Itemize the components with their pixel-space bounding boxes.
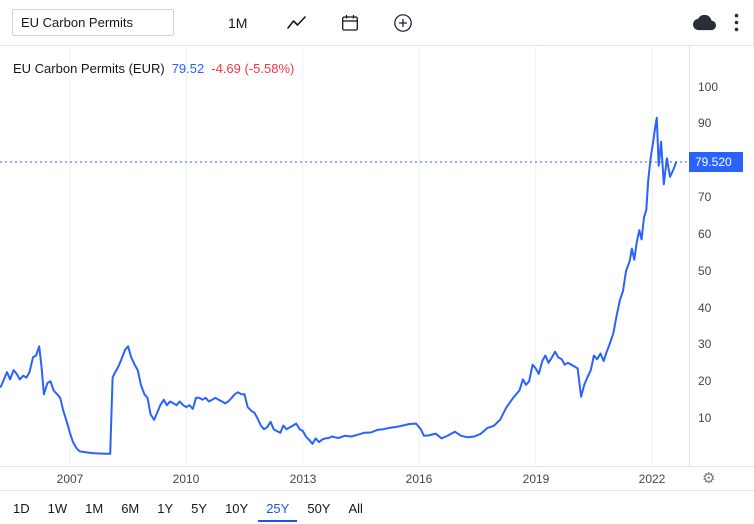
time-axis-label: 2013	[289, 472, 317, 486]
price-line-series	[0, 116, 678, 455]
interval-button[interactable]: 1M	[220, 11, 255, 35]
legend-symbol-title: EU Carbon Permits (EUR)	[13, 61, 165, 76]
price-axis-label: 10	[698, 411, 712, 425]
legend-last-price: 79.52	[171, 61, 205, 76]
price-chart-svg	[0, 46, 689, 466]
price-axis-label: 50	[698, 264, 712, 278]
time-axis-label: 2010	[172, 472, 200, 486]
price-axis-label: 30	[698, 337, 712, 351]
symbol-search-input[interactable]	[12, 9, 174, 36]
chart-plot-area[interactable]	[0, 46, 689, 466]
time-axis-label: 2007	[56, 472, 84, 486]
top-toolbar: 1M	[0, 0, 753, 46]
current-price-tag: 79.520	[689, 152, 743, 172]
range-button-50y[interactable]: 50Y	[299, 494, 338, 522]
chart-style-button[interactable]	[285, 13, 309, 33]
date-range-button[interactable]	[339, 12, 361, 34]
range-button-6m[interactable]: 6M	[113, 494, 147, 522]
more-menu-button[interactable]	[732, 11, 741, 34]
range-button-1d[interactable]: 1D	[5, 494, 38, 522]
price-axis-label: 40	[698, 301, 712, 315]
time-axis-label: 2022	[638, 472, 666, 486]
plus-circle-icon	[394, 13, 413, 32]
range-button-1m[interactable]: 1M	[77, 494, 111, 522]
time-axis-label: 2016	[405, 472, 433, 486]
kebab-menu-icon	[734, 13, 739, 32]
range-button-10y[interactable]: 10Y	[217, 494, 256, 522]
cloud-icon	[693, 14, 716, 31]
time-axis-label: 2019	[522, 472, 550, 486]
settings-gear-icon[interactable]: ⚙	[702, 469, 716, 487]
calendar-icon	[342, 14, 359, 31]
save-cloud-button[interactable]	[691, 9, 718, 36]
range-button-all[interactable]: All	[340, 494, 370, 522]
price-axis-label: 20	[698, 374, 712, 388]
compare-add-button[interactable]	[391, 11, 415, 35]
time-axis[interactable]: 2007 2010 2013 2016 2019 2022	[0, 466, 754, 490]
range-button-5y[interactable]: 5Y	[183, 494, 215, 522]
range-toolbar: 1D 1W 1M 6M 1Y 5Y 10Y 25Y 50Y All	[0, 490, 754, 524]
chart-legend: EU Carbon Permits (EUR) 79.52 -4.69 (-5.…	[13, 61, 294, 76]
range-button-25y[interactable]: 25Y	[258, 494, 298, 522]
legend-change: -4.69 (-5.58%)	[211, 61, 295, 76]
line-style-icon	[287, 15, 307, 29]
price-axis-label: 90	[698, 116, 712, 130]
price-axis-label: 60	[698, 227, 712, 241]
price-axis[interactable]: 100908070605040302010 79.520	[689, 46, 754, 466]
range-button-1w[interactable]: 1W	[40, 494, 76, 522]
price-axis-label: 100	[698, 80, 719, 94]
price-axis-label: 70	[698, 190, 712, 204]
range-button-1y[interactable]: 1Y	[149, 494, 181, 522]
